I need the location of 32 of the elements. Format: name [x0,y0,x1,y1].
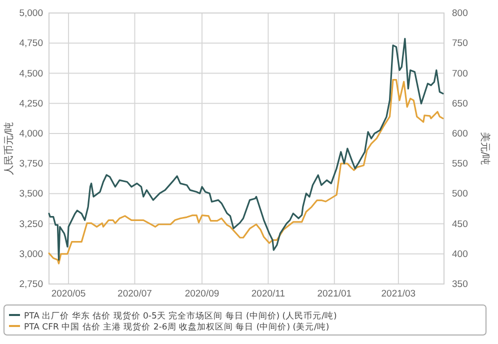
x-tick-label: 2020/09 [184,288,220,300]
y-axis-title: 人民币元/吨 [3,122,15,176]
y2-tick-label: 500 [452,188,468,200]
y2-tick-label: 750 [452,38,468,50]
y-tick-label: 3,750 [19,158,43,170]
x-tick-label: 2020/05 [51,288,86,300]
y-tick-label: 4,750 [19,38,43,50]
legend-label: PTA 出厂价 华东 估价 现货价 0-5天 完全市场区间 每日 (中间价) (人民币元/吨) [24,310,337,322]
y-tick-label: 4,250 [19,98,43,110]
line-series [48,38,444,261]
y-tick-label: 4,000 [19,128,43,140]
y2-tick-label: 800 [452,8,468,20]
y2-tick-label: 600 [452,128,468,140]
x-tick-label: 2021/01 [317,288,352,300]
x-tick-label: 2020/11 [251,288,286,300]
x-tick-label: 2021/03 [381,288,416,300]
y-tick-label: 5,000 [19,8,43,20]
y2-tick-label: 400 [452,248,468,260]
y2-tick-label: 700 [452,68,468,80]
y2-axis-title: 美元/吨 [479,132,491,166]
y-tick-label: 3,500 [19,188,43,200]
y2-tick-label: 450 [452,218,468,230]
y-tick-label: 3,250 [19,218,43,230]
y2-tick-label: 550 [452,158,468,170]
y2-tick-label: 350 [452,279,468,290]
y2-tick-label: 650 [452,98,468,110]
legend-label: PTA CFR 中国 估价 主港 现货价 2-6周 收盘加权区间 每日 (中间价) (美元/吨) [24,322,330,332]
y-tick-label: 4,500 [19,68,43,80]
y-tick-label: 3,000 [19,248,43,260]
line-series [48,79,444,264]
y-tick-label: 2,750 [19,279,43,290]
x-tick-label: 2020/07 [118,288,152,300]
